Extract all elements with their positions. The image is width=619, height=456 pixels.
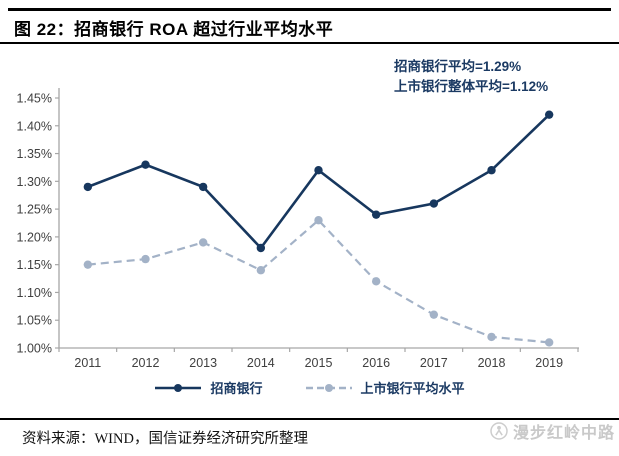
data-point-marker xyxy=(141,254,150,264)
annotation-listed-banks-average: 上市银行整体平均=1.12% xyxy=(394,79,549,94)
series-line-dashed xyxy=(87,218,550,344)
chart-annotation: 招商银行平均=1.29% 上市银行整体平均=1.12% xyxy=(394,57,548,97)
chart-svg: 1.00% 1.05% 1.10% 1.15% 1.20% 1.25% 1.30% 1.35%… xyxy=(17,88,579,370)
data-point-marker xyxy=(256,266,266,275)
x-axis-tick-label: 2018 xyxy=(478,356,506,370)
y-axis-tick-label: 1.40% xyxy=(17,119,52,133)
data-point-marker xyxy=(314,166,323,175)
x-axis-tick-label: 2017 xyxy=(420,356,448,370)
y-axis-tick-label: 1.05% xyxy=(17,314,52,328)
x-axis-tick-label: 2013 xyxy=(189,356,217,370)
y-axis-tick-label: 1.35% xyxy=(17,147,52,161)
data-point-marker xyxy=(544,338,554,347)
y-axis-tick-label: 1.45% xyxy=(17,92,52,106)
data-point-marker xyxy=(371,210,381,219)
data-point-marker xyxy=(371,277,381,286)
watermark-logo-icon xyxy=(490,422,508,440)
data-point-marker xyxy=(429,310,439,319)
series-line-solid xyxy=(87,113,551,251)
y-axis-tick-label: 1.15% xyxy=(17,258,52,272)
source-note: 资料来源：WIND，国信证券经济研究所整理 xyxy=(22,431,308,447)
x-axis-tick-label: 2015 xyxy=(305,356,333,370)
title-underline xyxy=(0,42,619,44)
x-axis-tick-label: 2016 xyxy=(362,356,390,370)
legend-item: 上市银行平均水平 xyxy=(305,378,465,397)
y-axis-tick-label: 1.30% xyxy=(17,175,52,189)
legend-solid-line-sample xyxy=(155,383,202,392)
figure-title: 图 22：招商银行 ROA 超过行业平均水平 xyxy=(14,20,334,39)
x-axis-tick-label: 2011 xyxy=(74,356,101,370)
data-point-marker xyxy=(314,216,323,225)
annotation-cmb-average: 招商银行平均=1.29% xyxy=(394,59,522,74)
x-axis-tick-label: 2012 xyxy=(132,356,160,370)
y-axis-tick-label: 1.10% xyxy=(17,286,52,300)
data-point-marker xyxy=(256,243,266,253)
watermark: 漫步红岭中路 xyxy=(489,419,615,443)
data-point-marker xyxy=(83,260,93,269)
chart-legend: 招商银行 上市银行平均水平 xyxy=(0,378,619,397)
y-axis-tick-label: 1.00% xyxy=(17,342,52,356)
legend-label: 上市银行平均水平 xyxy=(360,381,465,396)
y-axis-tick-label: 1.25% xyxy=(17,203,52,217)
data-point-marker xyxy=(198,238,208,247)
data-point-marker xyxy=(429,199,439,208)
watermark-text: 漫步红岭中路 xyxy=(512,425,615,442)
x-axis-tick-label: 2019 xyxy=(535,356,563,370)
data-point-marker xyxy=(83,182,93,192)
x-axis-tick-label: 2014 xyxy=(247,356,275,370)
data-point-marker xyxy=(487,332,496,342)
y-axis-tick-label: 1.20% xyxy=(17,230,52,244)
footer-rule xyxy=(0,418,619,420)
data-point-marker xyxy=(487,166,496,175)
data-point-marker xyxy=(198,182,208,192)
legend-label: 招商银行 xyxy=(210,381,263,396)
legend-item: 招商银行 xyxy=(154,378,263,397)
legend-dashed-line-sample xyxy=(305,383,352,392)
title-top-rule xyxy=(8,8,611,11)
data-point-marker xyxy=(141,160,150,169)
data-point-marker xyxy=(544,110,554,119)
